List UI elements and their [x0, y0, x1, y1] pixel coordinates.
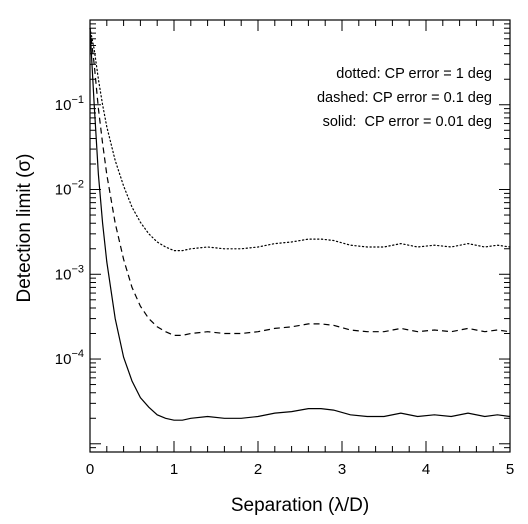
y-tick-label: 10−3 [55, 263, 84, 283]
y-tick-label-exponent: −1 [71, 94, 84, 106]
y-tick-label-base: 10 [55, 266, 72, 283]
x-tick-label: 5 [506, 461, 514, 478]
y-tick-label-exponent: −2 [71, 179, 84, 191]
series-solid-line [89, 28, 511, 421]
y-axis-title: Detection limit (σ) [14, 154, 35, 303]
curves-layer [89, 27, 511, 421]
x-tick-label: 3 [338, 461, 346, 478]
x-axis-title: Separation (λ/D) [231, 495, 369, 516]
x-tick-label: 4 [422, 461, 430, 478]
x-tick-label: 0 [86, 461, 94, 478]
x-tick-label: 2 [254, 461, 262, 478]
legend-entry-dotted: dotted: CP error = 1 deg [336, 66, 492, 82]
legend-entry-dashed: dashed: CP error = 0.1 deg [317, 90, 492, 106]
y-tick-label-base: 10 [55, 182, 72, 199]
y-tick-label: 10−2 [55, 179, 84, 199]
y-tick-label-exponent: −4 [71, 348, 84, 360]
series-dashed-line [89, 28, 511, 336]
y-tick-label-base: 10 [55, 351, 72, 368]
ticks-layer [89, 19, 511, 453]
x-tick-label: 1 [170, 461, 178, 478]
plot-frame [89, 19, 511, 453]
y-tick-label-base: 10 [55, 97, 72, 114]
series-dotted-line [89, 27, 511, 252]
tick-labels-layer: 0 1 2 3 4 510−110−210−310−4 [55, 94, 514, 478]
y-tick-label: 10−4 [55, 348, 84, 368]
y-tick-label: 10−1 [55, 94, 84, 114]
y-tick-label-exponent: −3 [71, 263, 84, 275]
legend-entry-solid: solid: CP error = 0.01 deg [323, 114, 492, 130]
